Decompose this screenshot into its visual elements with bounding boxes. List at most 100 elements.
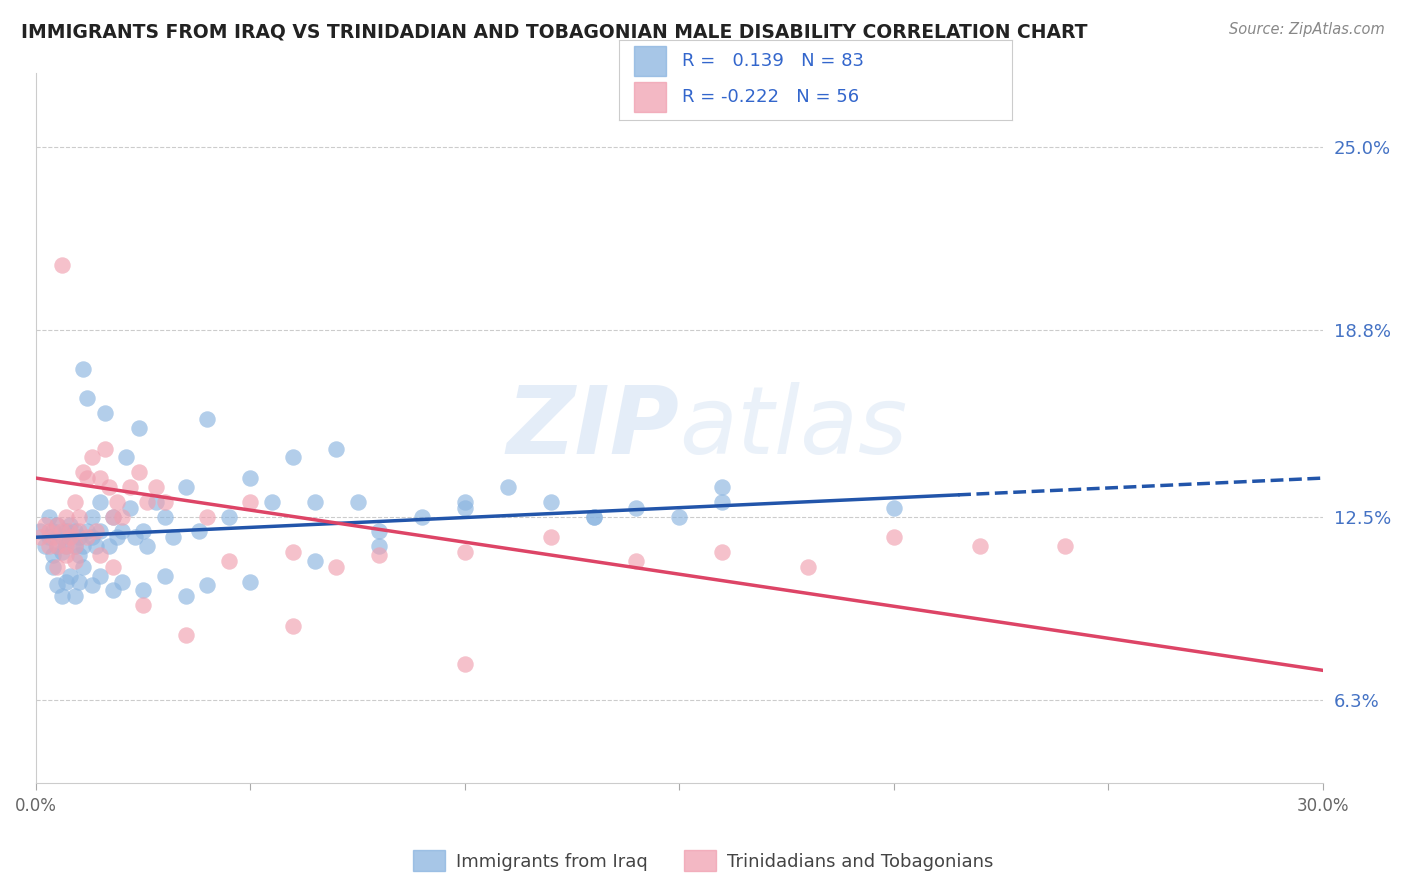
Point: [59, 518, 82, 533]
Point: [111, 524, 134, 539]
Point: [711, 545, 734, 559]
Point: [128, 465, 150, 479]
Point: [107, 495, 129, 509]
Point: [51, 524, 73, 539]
Point: [67, 524, 90, 539]
Point: [136, 495, 159, 509]
Point: [115, 450, 138, 465]
Point: [46, 539, 69, 553]
Point: [93, 442, 115, 456]
Point: [128, 421, 150, 435]
Point: [59, 530, 82, 544]
Point: [239, 495, 262, 509]
Point: [883, 530, 905, 544]
Point: [63, 539, 86, 553]
Point: [89, 495, 111, 509]
Point: [46, 577, 69, 591]
Point: [136, 539, 159, 553]
Point: [76, 471, 98, 485]
Point: [197, 509, 219, 524]
Point: [30, 530, 52, 544]
Point: [34, 539, 56, 553]
Point: [67, 574, 90, 589]
Point: [63, 554, 86, 568]
Point: [55, 509, 77, 524]
Point: [120, 500, 142, 515]
Point: [304, 554, 326, 568]
Point: [30, 524, 52, 539]
Point: [283, 545, 305, 559]
Point: [368, 539, 391, 553]
Point: [76, 524, 98, 539]
Point: [346, 495, 368, 509]
Point: [626, 500, 648, 515]
Point: [55, 524, 77, 539]
Text: ZIP: ZIP: [506, 382, 679, 474]
Point: [197, 412, 219, 426]
Point: [124, 530, 146, 544]
Point: [72, 465, 94, 479]
Point: [51, 590, 73, 604]
Point: [239, 471, 262, 485]
Point: [84, 539, 107, 553]
Point: [101, 559, 124, 574]
Point: [55, 539, 77, 553]
Point: [51, 530, 73, 544]
Point: [454, 495, 477, 509]
Point: [626, 554, 648, 568]
Point: [80, 577, 103, 591]
Point: [42, 530, 65, 544]
Text: atlas: atlas: [679, 383, 907, 474]
Point: [38, 530, 60, 544]
Point: [969, 539, 991, 553]
Point: [67, 548, 90, 562]
Point: [174, 590, 197, 604]
Point: [55, 539, 77, 553]
Point: [283, 450, 305, 465]
Point: [711, 495, 734, 509]
Point: [51, 545, 73, 559]
Point: [34, 518, 56, 533]
Point: [162, 530, 184, 544]
Point: [80, 530, 103, 544]
Point: [132, 583, 155, 598]
Point: [55, 548, 77, 562]
Point: [38, 524, 60, 539]
Point: [325, 442, 347, 456]
Point: [132, 524, 155, 539]
Point: [368, 548, 391, 562]
Point: [76, 530, 98, 544]
Point: [454, 500, 477, 515]
Point: [97, 539, 120, 553]
Text: R =   0.139   N = 83: R = 0.139 N = 83: [682, 52, 863, 70]
Point: [67, 530, 90, 544]
Point: [42, 524, 65, 539]
Point: [63, 524, 86, 539]
Point: [89, 471, 111, 485]
Point: [132, 599, 155, 613]
Point: [153, 568, 176, 582]
Point: [218, 554, 240, 568]
Text: Source: ZipAtlas.com: Source: ZipAtlas.com: [1229, 22, 1385, 37]
Point: [84, 524, 107, 539]
Point: [187, 524, 209, 539]
Point: [582, 509, 605, 524]
Point: [72, 539, 94, 553]
Point: [111, 574, 134, 589]
Point: [582, 509, 605, 524]
Point: [55, 574, 77, 589]
Point: [42, 548, 65, 562]
Point: [540, 530, 562, 544]
Point: [46, 518, 69, 533]
Point: [63, 539, 86, 553]
Point: [1054, 539, 1077, 553]
Point: [80, 450, 103, 465]
Point: [89, 524, 111, 539]
Point: [711, 480, 734, 494]
Point: [67, 509, 90, 524]
Point: [218, 509, 240, 524]
Point: [411, 509, 433, 524]
Point: [145, 480, 167, 494]
Point: [174, 480, 197, 494]
Point: [120, 480, 142, 494]
